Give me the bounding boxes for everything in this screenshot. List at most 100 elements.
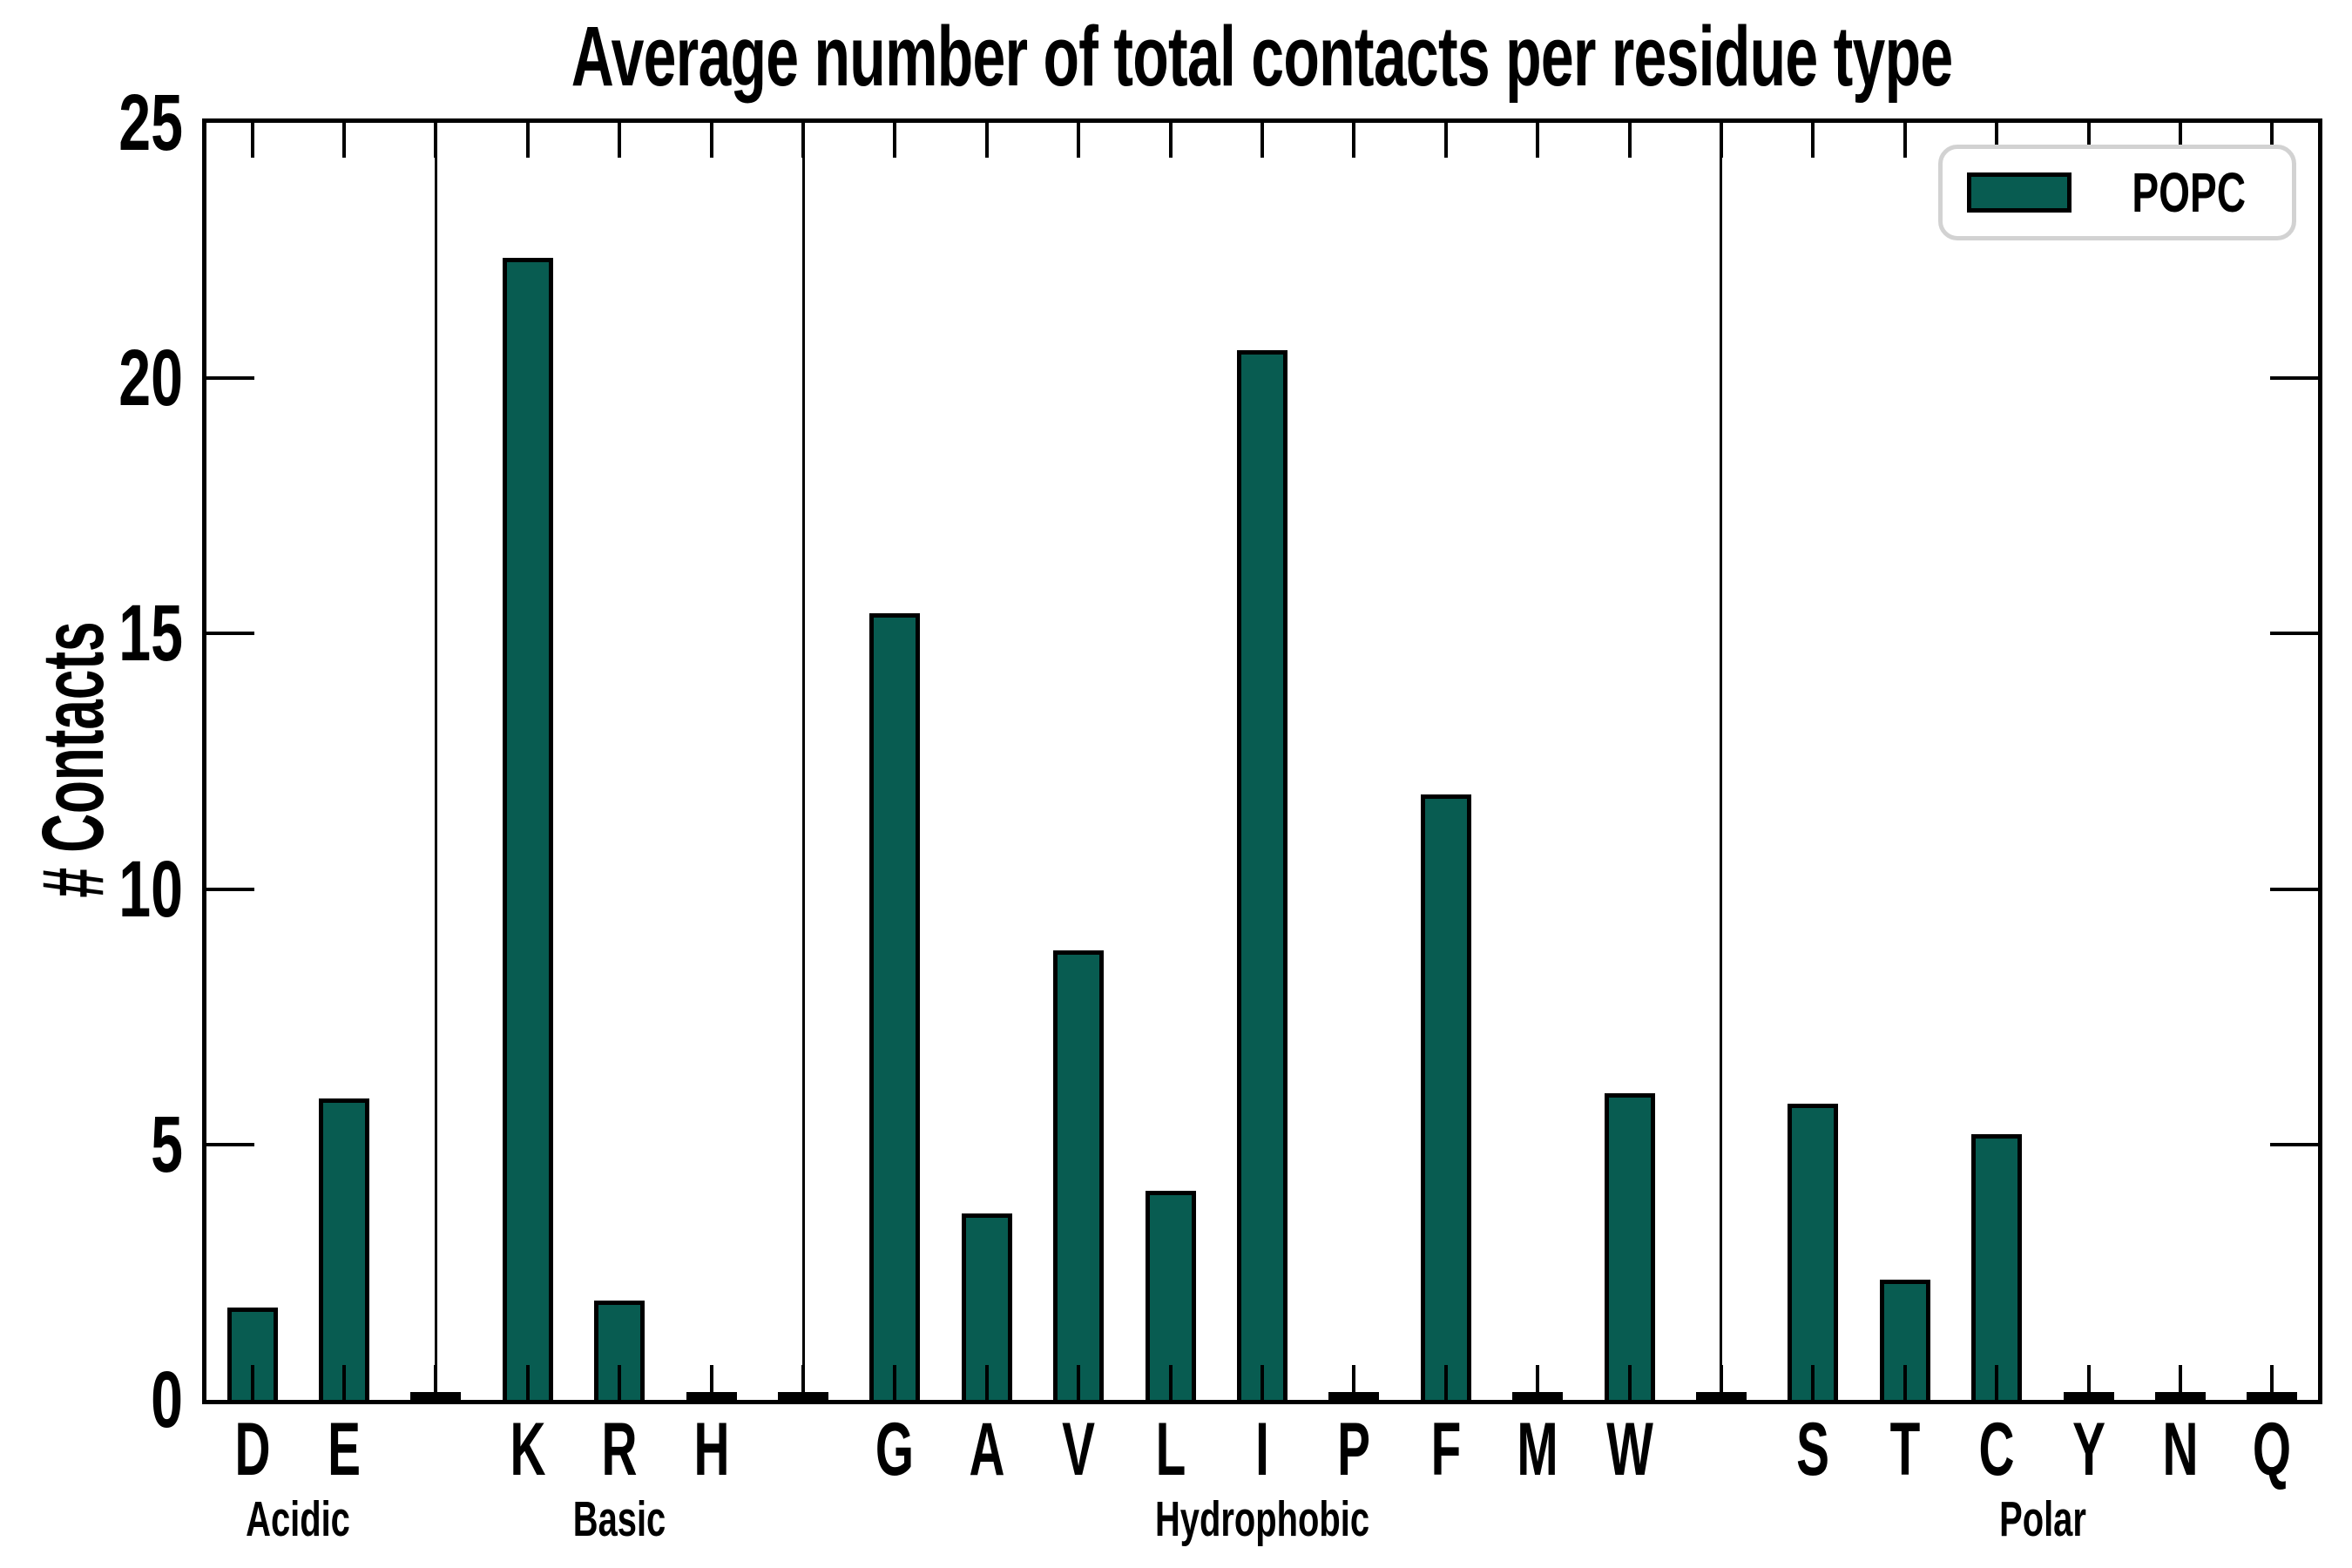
x-tick [801, 1365, 806, 1400]
x-tick-label-A: A [969, 1408, 1005, 1491]
y-tick-label-0: 0 [151, 1355, 183, 1444]
x-tick [709, 123, 713, 158]
x-tick [525, 123, 530, 158]
x-tick [250, 1365, 254, 1400]
x-tick [1811, 123, 1815, 158]
bar-G [869, 612, 921, 1400]
x-tick [2086, 123, 2091, 158]
x-tick-label-C: C [1978, 1408, 2015, 1491]
legend-swatch [1966, 172, 2072, 213]
x-tick-label-M: M [1517, 1408, 1558, 1491]
x-tick [250, 123, 254, 158]
x-tick-label-G: G [875, 1408, 915, 1491]
x-tick-label-E: E [328, 1408, 362, 1491]
x-tick [2270, 123, 2274, 158]
bar-I [1237, 349, 1288, 1400]
group-label-basic: Basic [573, 1491, 666, 1547]
x-tick [801, 123, 806, 158]
x-tick [2086, 1365, 2091, 1400]
x-tick [1627, 1365, 1632, 1400]
x-tick-label-V: V [1062, 1408, 1096, 1491]
x-tick [1995, 1365, 1999, 1400]
x-tick [2178, 1365, 2182, 1400]
x-tick-label-W: W [1605, 1408, 1653, 1491]
group-separator [434, 123, 437, 1400]
x-tick [618, 123, 622, 158]
x-tick [1995, 123, 1999, 158]
plot-area [202, 118, 2322, 1404]
x-tick [525, 1365, 530, 1400]
x-tick-label-P: P [1337, 1408, 1371, 1491]
group-separator [801, 123, 805, 1400]
group-label-hydrophobic: Hydrophobic [1154, 1491, 1370, 1547]
bar-C [1971, 1134, 2023, 1400]
x-tick [709, 1365, 713, 1400]
x-tick [618, 1365, 622, 1400]
y-tick [206, 632, 254, 636]
legend-label: POPC [2132, 161, 2246, 224]
y-tick [206, 1142, 254, 1146]
group-separator [1720, 123, 1723, 1400]
x-tick [1903, 1365, 1907, 1400]
x-tick [342, 1365, 347, 1400]
y-tick [2270, 632, 2318, 636]
x-tick [893, 1365, 897, 1400]
x-tick [1903, 123, 1907, 158]
x-tick-label-D: D [234, 1408, 271, 1491]
x-tick [1536, 1365, 1540, 1400]
x-tick [1168, 1365, 1173, 1400]
bar-E [319, 1098, 370, 1400]
x-tick [1811, 1365, 1815, 1400]
y-tick [2270, 887, 2318, 891]
x-tick [1260, 123, 1264, 158]
x-tick [1443, 123, 1448, 158]
x-tick [1719, 123, 1723, 158]
x-tick [2178, 123, 2182, 158]
x-tick-label-F: F [1430, 1408, 1462, 1491]
x-tick-label-Q: Q [2253, 1408, 2292, 1491]
x-tick-label-I: I [1255, 1408, 1269, 1491]
x-tick-label-Y: Y [2072, 1408, 2105, 1491]
chart-title-text: Average number of total contacts per res… [571, 9, 1953, 104]
y-tick [206, 887, 254, 891]
x-tick [893, 123, 897, 158]
x-tick [1352, 123, 1356, 158]
group-label-polar: Polar [1998, 1491, 2086, 1547]
legend: POPC [1937, 145, 2296, 240]
x-tick-label-K: K [510, 1408, 546, 1491]
x-tick [1077, 123, 1081, 158]
x-tick [1077, 1365, 1081, 1400]
x-tick-label-L: L [1155, 1408, 1186, 1491]
y-tick [2270, 1142, 2318, 1146]
x-tick [1260, 1365, 1264, 1400]
y-tick [206, 376, 254, 381]
x-tick [1352, 1365, 1356, 1400]
bar-L [1145, 1190, 1196, 1400]
x-tick [1443, 1365, 1448, 1400]
x-tick [2270, 1365, 2274, 1400]
y-tick [2270, 376, 2318, 381]
bar-S [1788, 1103, 1839, 1400]
bar-V [1053, 950, 1105, 1400]
x-tick [434, 1365, 438, 1400]
y-tick-label-25: 25 [118, 78, 183, 167]
x-tick-label-R: R [601, 1408, 638, 1491]
y-tick-label-10: 10 [118, 844, 183, 934]
x-tick-label-S: S [1796, 1408, 1830, 1491]
x-tick [342, 123, 347, 158]
x-tick [984, 123, 989, 158]
x-tick-label-H: H [693, 1408, 730, 1491]
x-tick [434, 123, 438, 158]
x-tick [1168, 123, 1173, 158]
group-label-acidic: Acidic [246, 1491, 351, 1547]
x-tick [1719, 1365, 1723, 1400]
bar-K [502, 258, 553, 1400]
x-tick-label-N: N [2162, 1408, 2199, 1491]
bar-W [1604, 1093, 1655, 1400]
x-tick [984, 1365, 989, 1400]
x-tick [1536, 123, 1540, 158]
x-tick-label-T: T [1889, 1408, 1921, 1491]
chart-title: Average number of total contacts per res… [202, 14, 2322, 98]
x-tick [1627, 123, 1632, 158]
